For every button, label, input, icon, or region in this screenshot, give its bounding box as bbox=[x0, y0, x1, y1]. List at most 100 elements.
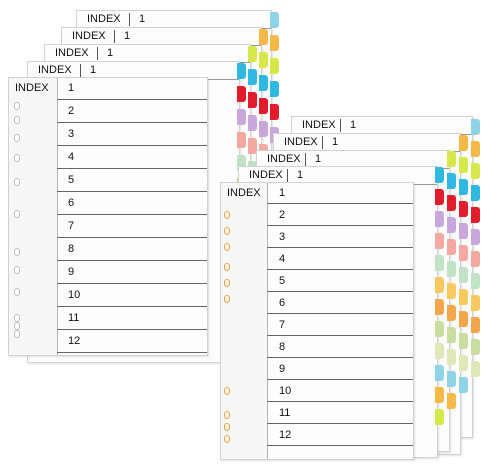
index-label: INDEX bbox=[302, 119, 336, 131]
punch-hole bbox=[14, 248, 20, 256]
color-tab bbox=[459, 223, 468, 239]
color-tab bbox=[435, 277, 444, 293]
color-tab bbox=[435, 299, 444, 315]
color-tab bbox=[459, 179, 468, 195]
color-tab bbox=[447, 393, 456, 409]
color-tab bbox=[435, 343, 444, 359]
color-tab bbox=[435, 365, 444, 381]
tab-number: 11 bbox=[279, 407, 291, 419]
index-label: INDEX bbox=[72, 30, 106, 42]
punch-hole bbox=[14, 266, 20, 274]
tab-number: 9 bbox=[279, 363, 286, 375]
color-tab bbox=[459, 245, 468, 261]
header-number: 1 bbox=[124, 30, 131, 42]
punch-hole bbox=[224, 243, 230, 251]
tab-number: 2 bbox=[68, 105, 75, 117]
tab-number: 8 bbox=[279, 341, 286, 353]
tab-number: 7 bbox=[279, 319, 286, 331]
index-label: INDEX bbox=[249, 169, 283, 181]
color-tab bbox=[259, 98, 268, 114]
color-tab bbox=[447, 173, 456, 189]
tab-number: 1 bbox=[68, 82, 75, 94]
punch-hole bbox=[224, 263, 230, 271]
color-tab bbox=[237, 132, 246, 148]
color-tab bbox=[459, 333, 468, 349]
row-divider-line bbox=[267, 313, 413, 314]
header-number: 1 bbox=[315, 153, 322, 165]
tab-number: 10 bbox=[68, 289, 81, 301]
color-tab bbox=[459, 267, 468, 283]
row-divider-line bbox=[267, 401, 413, 402]
punch-hole bbox=[14, 116, 20, 124]
tab-number: 1 bbox=[279, 187, 286, 199]
row-divider-line bbox=[57, 214, 207, 215]
color-tab bbox=[459, 135, 468, 151]
row-divider-line bbox=[267, 379, 413, 380]
color-tab bbox=[459, 157, 468, 173]
row-divider-line bbox=[267, 423, 413, 424]
row-divider-line bbox=[267, 357, 413, 358]
punch-hole bbox=[224, 423, 230, 431]
color-tab bbox=[471, 207, 480, 223]
punch-hole bbox=[224, 411, 230, 419]
punch-hole bbox=[14, 288, 20, 296]
tab-number: 7 bbox=[68, 220, 75, 232]
tab-number: 11 bbox=[68, 312, 80, 324]
color-tab bbox=[259, 29, 268, 45]
index-label: INDEX bbox=[284, 136, 318, 148]
row-divider-line bbox=[57, 122, 207, 123]
header-number: 1 bbox=[297, 169, 304, 181]
divider-sheet-front: INDEX 1 2 3 4 5 6 7 8 9 10 11 12 bbox=[8, 77, 208, 356]
punch-hole bbox=[224, 387, 230, 395]
color-tab bbox=[471, 185, 480, 201]
row-divider-line bbox=[267, 225, 413, 226]
color-tab bbox=[471, 119, 480, 135]
row-divider-line bbox=[267, 203, 413, 204]
tab-number: 4 bbox=[279, 253, 286, 265]
row-divider-line bbox=[57, 99, 207, 100]
color-tab bbox=[459, 289, 468, 305]
row-divider-line bbox=[57, 168, 207, 169]
color-tab bbox=[459, 311, 468, 327]
punch-hole bbox=[14, 210, 20, 218]
color-tab bbox=[259, 75, 268, 91]
color-tab bbox=[447, 371, 456, 387]
index-label: INDEX bbox=[267, 153, 301, 165]
color-tab bbox=[248, 115, 257, 131]
row-divider-line bbox=[57, 237, 207, 238]
color-tab bbox=[471, 273, 480, 289]
color-tab bbox=[435, 387, 444, 403]
tab-number: 10 bbox=[279, 385, 292, 397]
tab-number: 9 bbox=[68, 266, 75, 278]
front-index-label: INDEX bbox=[15, 82, 49, 94]
color-tab bbox=[447, 217, 456, 233]
color-tab bbox=[471, 295, 480, 311]
punch-hole bbox=[224, 211, 230, 219]
header-number: 1 bbox=[139, 13, 146, 25]
punch-hole bbox=[14, 314, 20, 322]
header-number: 1 bbox=[107, 47, 114, 59]
color-tab bbox=[237, 155, 246, 171]
punch-hole bbox=[224, 435, 230, 443]
color-tab bbox=[270, 81, 279, 97]
row-divider-line bbox=[57, 306, 207, 307]
color-tab bbox=[435, 409, 444, 425]
row-divider-line bbox=[267, 445, 413, 446]
color-tab bbox=[270, 104, 279, 120]
tab-number: 3 bbox=[68, 128, 75, 140]
front-index-label: INDEX bbox=[227, 187, 261, 199]
color-tab bbox=[471, 361, 480, 377]
color-tab bbox=[447, 239, 456, 255]
tab-number: 6 bbox=[279, 297, 286, 309]
color-tab bbox=[237, 86, 246, 102]
color-tab bbox=[471, 163, 480, 179]
tab-number: 4 bbox=[68, 151, 75, 163]
tab-number: 8 bbox=[68, 243, 75, 255]
header-number: 1 bbox=[90, 64, 97, 76]
color-tab bbox=[248, 46, 257, 62]
row-divider-line bbox=[57, 191, 207, 192]
punch-hole bbox=[14, 322, 20, 330]
color-tab bbox=[447, 327, 456, 343]
color-tab bbox=[471, 141, 480, 157]
color-tab bbox=[237, 63, 246, 79]
